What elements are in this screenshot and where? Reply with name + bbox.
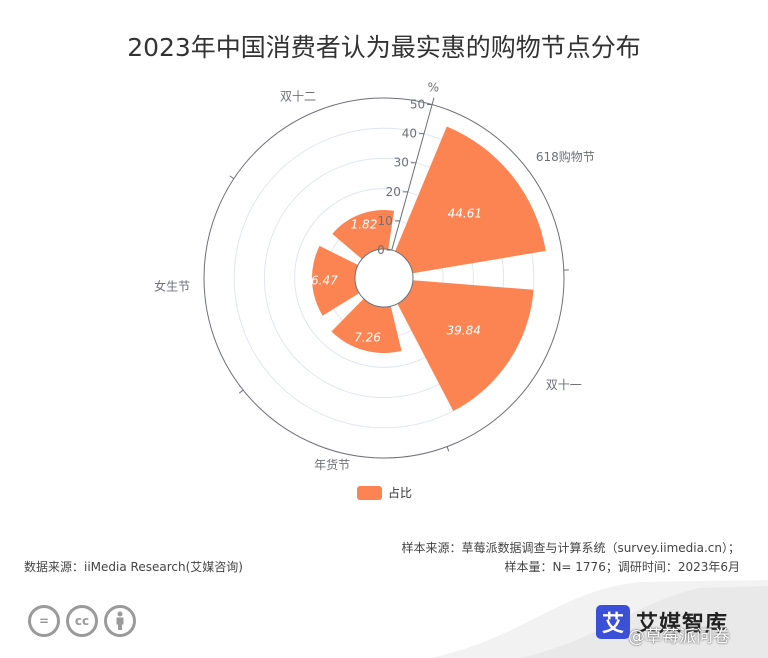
bar-1 xyxy=(332,210,395,260)
radial-tick-label: 30 xyxy=(394,156,409,170)
bar-value-label: 1.82 xyxy=(351,217,378,231)
legend-swatch xyxy=(357,485,382,500)
category-label: 年货节 xyxy=(314,457,350,472)
bar-value-label: 6.47 xyxy=(311,274,338,288)
radial-axis-name: % xyxy=(428,80,439,94)
data-source: 数据来源：iiMedia Research(艾媒咨询) xyxy=(24,560,243,574)
bar-4 xyxy=(397,280,534,412)
category-label: 双十一 xyxy=(546,378,582,392)
bar-0 xyxy=(395,126,546,274)
logo-text: 艾媒智库 xyxy=(636,612,729,637)
grid-circle xyxy=(233,127,535,429)
bar-value-label: 44.61 xyxy=(448,207,482,221)
legend-label: 占比 xyxy=(388,486,413,500)
grid-circle xyxy=(294,188,474,368)
radial-tick-label: 0 xyxy=(377,243,385,257)
person-icon xyxy=(116,611,124,630)
bar-3 xyxy=(331,298,402,353)
creative-commons-icon: cc xyxy=(66,605,98,637)
sample-size: 样本量：N= 1776；调研时间：2023年6月 xyxy=(504,560,740,574)
chart-title: 2023年中国消费者认为最实惠的购物节点分布 xyxy=(127,33,641,62)
watermark: @草莓派问卷 xyxy=(628,627,730,647)
radial-tick-label: 50 xyxy=(410,98,425,112)
radial-tick-label: 20 xyxy=(386,185,401,199)
radial-axis-line xyxy=(391,97,435,251)
sample-source: 样本来源：草莓派数据调查与计算系统（survey.iimedia.cn）； xyxy=(401,541,740,555)
outer-circle xyxy=(203,97,565,459)
category-label: 女生节 xyxy=(154,278,190,293)
radial-tick-label: 10 xyxy=(378,214,393,228)
angle-tick xyxy=(229,175,235,180)
bar-value-label: 7.26 xyxy=(354,330,381,344)
no-derivatives-icon: = xyxy=(28,605,60,637)
bar-value-label: 39.84 xyxy=(446,324,480,338)
bar-2 xyxy=(312,245,360,316)
legend[interactable]: 占比 xyxy=(357,484,412,501)
iimedia-logo: 艾 艾媒智库 xyxy=(596,605,728,639)
logo-icon: 艾 xyxy=(596,605,630,639)
angle-tick xyxy=(446,446,450,452)
category-label: 双十二 xyxy=(280,89,316,103)
category-label: 618购物节 xyxy=(536,149,595,164)
grid-circle xyxy=(263,157,505,399)
angle-tick xyxy=(238,389,244,394)
attribution-icon xyxy=(104,605,136,637)
cc-license-icons: = cc xyxy=(28,605,136,637)
radial-tick-label: 40 xyxy=(402,127,417,141)
inner-circle xyxy=(354,248,414,308)
